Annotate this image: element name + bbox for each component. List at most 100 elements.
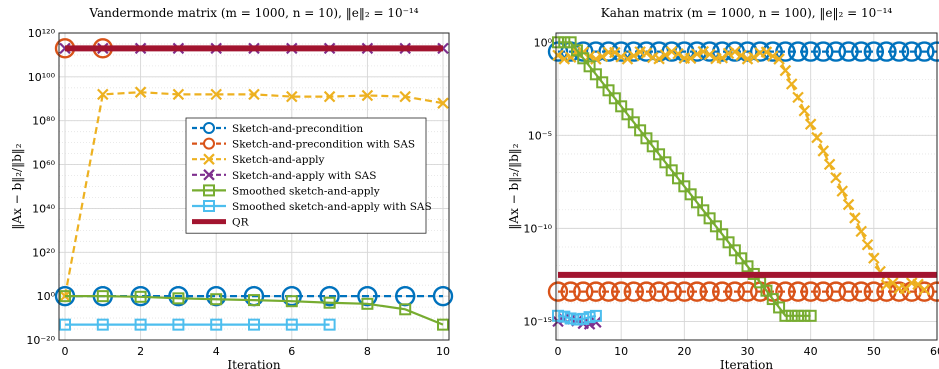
right-data-point [760, 284, 773, 297]
legend-marker [203, 153, 215, 165]
left-data-point [437, 318, 449, 331]
right-data-point [602, 84, 615, 97]
right-data-point [628, 49, 640, 62]
right-title: Kahan matrix (m = 1000, n = 100), ‖e‖₂ =… [601, 6, 893, 20]
right-data-point [811, 131, 823, 144]
left-data-point [432, 285, 454, 307]
left-data-point [248, 294, 260, 307]
right-data-point [804, 309, 817, 322]
right-data-point [596, 50, 608, 63]
legend-label: QR [232, 217, 250, 229]
right-data-point [716, 228, 729, 241]
left-y-tick-label: 10¹⁰⁰ [28, 71, 56, 84]
right-y-axis-label: ‖Ax − b‖₂/‖b‖₂ [507, 143, 521, 229]
left-x-tick-label: 6 [288, 345, 295, 358]
right-data-point [741, 260, 754, 273]
left-data-point [361, 297, 374, 310]
left-data-point [59, 318, 71, 331]
left-data-point [59, 290, 71, 303]
right-data-point [737, 281, 758, 302]
right-data-point [552, 309, 564, 322]
right-x-tick-label: 50 [867, 345, 881, 358]
right-data-point [678, 180, 691, 193]
legend-label: Sketch-and-apply with SAS [232, 170, 376, 182]
right-data-point [787, 281, 809, 302]
right-data-point [640, 47, 653, 59]
right-data-point [697, 45, 710, 58]
right-y-tick-label: 10⁻¹⁰ [523, 222, 552, 235]
right-data-point [849, 212, 861, 224]
right-data-point [596, 76, 609, 89]
right-data-point [792, 309, 805, 322]
right-data-point [699, 281, 720, 302]
legend-label: Sketch-and-precondition [232, 123, 363, 135]
right-data-point [785, 309, 798, 322]
right-data-point [861, 238, 874, 251]
right-data-point [564, 36, 577, 49]
right-data-point [577, 52, 590, 65]
right-data-point [901, 41, 922, 62]
right-data-point [547, 281, 569, 302]
right-data-point [610, 281, 632, 302]
left-series-smoothed-sketch-and-apply-with-sas [59, 318, 336, 331]
legend-marker [203, 169, 215, 181]
right-data-point [583, 311, 596, 324]
right-data-point [838, 281, 859, 302]
right-series-smoothed-sketch-and-apply [552, 36, 817, 322]
right-series-sketch-and-apply [552, 45, 931, 296]
legend-marker [203, 137, 215, 150]
right-data-point [577, 312, 590, 325]
legend-entry-sketch-and-apply: Sketch-and-apply [192, 153, 325, 166]
left-data-point [286, 90, 298, 103]
right-data-point [817, 145, 830, 157]
left-x-tick-label: 8 [364, 345, 371, 358]
right-data-point [855, 225, 867, 238]
right-data-point [735, 252, 748, 265]
right-data-point [863, 281, 885, 302]
right-data-point [804, 118, 817, 130]
legend-entry-smoothed-sketch-and-apply-with-sas: Smoothed sketch-and-apply with SAS [192, 200, 432, 213]
right-data-point [825, 281, 847, 302]
left-y-tick-label: 10²⁰ [32, 246, 55, 259]
right-data-point [621, 53, 634, 65]
left-data-point [210, 88, 222, 101]
right-data-point [590, 316, 602, 328]
right-data-point [914, 41, 935, 62]
right-data-point [779, 309, 792, 322]
right-data-point [583, 60, 596, 73]
right-data-point [851, 281, 872, 302]
left-data-point [319, 285, 340, 307]
right-data-point [623, 281, 644, 302]
right-data-point [798, 104, 811, 117]
right-data-point [585, 281, 607, 302]
left-data-point [172, 88, 185, 101]
right-series-smoothed-sketch-and-apply-with-sas [552, 309, 602, 326]
right-data-point [773, 301, 786, 314]
legend: Sketch-and-precondition Sketch-and-precon… [185, 117, 432, 234]
left-data-point [281, 285, 302, 307]
right-data-point [880, 279, 893, 291]
left-data-point [399, 303, 412, 316]
right-data-point [863, 41, 885, 62]
left-y-axis-label: ‖Ax − b‖₂/‖b‖₂ [10, 143, 24, 229]
right-data-point [570, 44, 583, 57]
left-x-tick-label: 2 [137, 345, 144, 358]
right-data-point [838, 41, 859, 62]
right-data-point [640, 132, 653, 145]
right-data-point [914, 281, 935, 302]
right-data-point [558, 36, 571, 49]
right-data-point [661, 281, 682, 302]
right-data-point [585, 41, 607, 62]
legend-label: Smoothed sketch-and-apply with SAS [232, 201, 432, 213]
left-data-point [323, 318, 336, 331]
right-y-tick-label: 10⁻⁵ [528, 129, 552, 142]
left-data-point [172, 292, 185, 305]
right-x-tick-label: 0 [555, 345, 562, 358]
left-series-line [65, 295, 444, 326]
left-y-tick-label: 10¹²⁰ [28, 27, 56, 40]
right-x-tick-label: 20 [677, 345, 691, 358]
left-y-tick-label: 10⁴⁰ [32, 202, 55, 215]
right-x-tick-label: 30 [741, 345, 755, 358]
left-data-point [134, 290, 147, 303]
